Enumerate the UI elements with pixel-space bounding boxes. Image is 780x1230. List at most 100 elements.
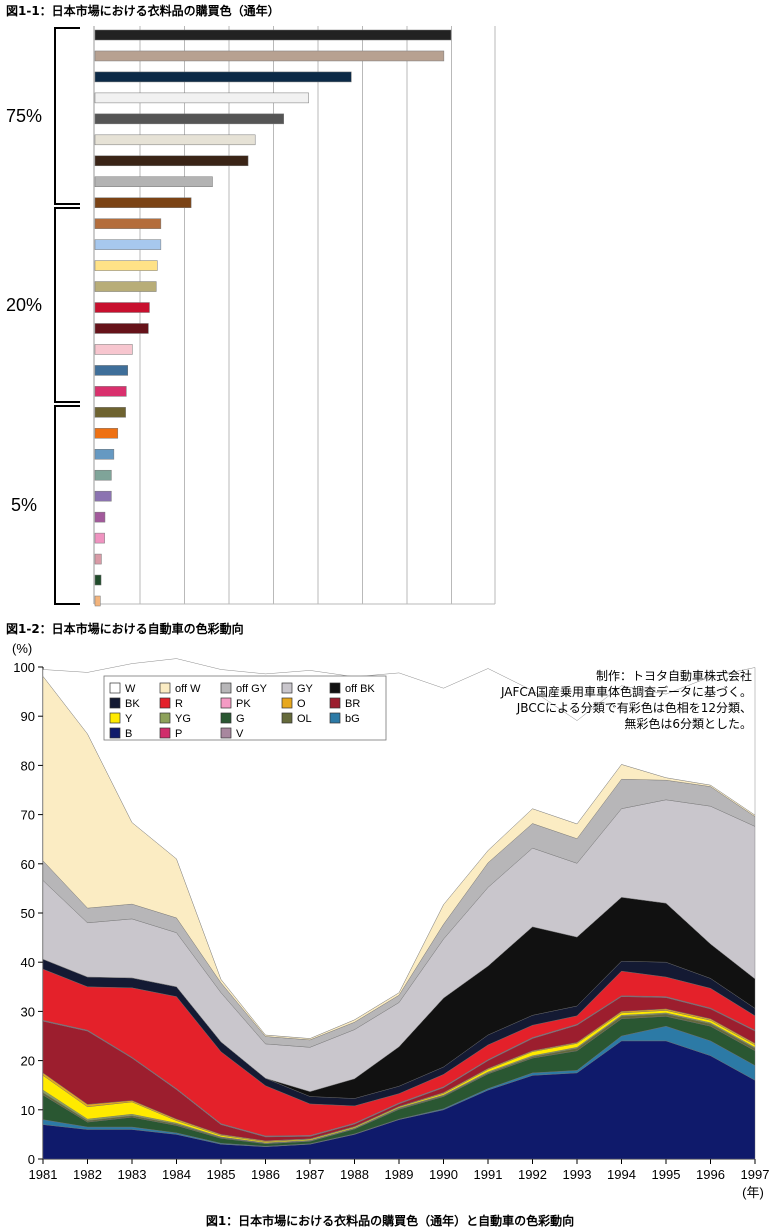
x-tick-label: 1983: [118, 1167, 147, 1182]
y-tick-label: 100: [13, 660, 35, 675]
legend-swatch: [109, 682, 121, 694]
bar: [94, 155, 249, 167]
bar: [94, 71, 352, 83]
group-label: 5%: [11, 495, 37, 515]
note-line: JAFCA国産乗用車車体色調査データに基づく。: [500, 685, 752, 699]
x-tick-label: 1986: [251, 1167, 280, 1182]
group-bracket: [54, 27, 80, 205]
bar: [94, 113, 284, 125]
y-tick-label: 40: [21, 955, 35, 970]
x-tick-label: 1990: [429, 1167, 458, 1182]
x-tick-label: 1994: [607, 1167, 636, 1182]
legend-label: OL: [297, 713, 312, 725]
y-axis-label: (%): [12, 641, 32, 656]
legend-label: B: [125, 728, 132, 740]
y-tick-label: 90: [21, 709, 35, 724]
bar: [94, 532, 105, 544]
bar: [94, 260, 158, 271]
legend-label: R: [175, 698, 183, 710]
legend-label: BR: [345, 698, 360, 710]
group-label: 20%: [6, 295, 42, 315]
bar: [94, 595, 101, 607]
legend-swatch: [109, 712, 121, 724]
x-tick-label: 1992: [518, 1167, 547, 1182]
legend-label: BK: [125, 698, 140, 710]
x-tick-label: 1981: [29, 1167, 58, 1182]
car-color-area-chart: (%) 0 10 20 30 40 50 60 70 80 90 100 1981 1982 1983 198…: [12, 641, 770, 1200]
legend-swatch: [159, 712, 171, 724]
legend-swatch: [281, 712, 293, 724]
legend-swatch: [159, 697, 171, 709]
bar: [94, 323, 149, 334]
x-tick-label: 1993: [563, 1167, 592, 1182]
x-axis-label: (年): [742, 1185, 764, 1200]
legend-label: P: [175, 728, 182, 740]
x-tick-label: 1996: [696, 1167, 725, 1182]
x-tick-label: 1988: [340, 1167, 369, 1182]
legend-swatch: [220, 697, 232, 709]
x-tick-label: 1982: [73, 1167, 102, 1182]
bar: [94, 469, 112, 481]
bar: [94, 553, 102, 565]
legend-swatch: [281, 697, 293, 709]
bar: [94, 50, 445, 62]
x-tick-label: 1997: [741, 1167, 770, 1182]
y-tick-label: 70: [21, 808, 35, 823]
y-tick-label: 60: [21, 857, 35, 872]
x-tick-label: 1987: [296, 1167, 325, 1182]
bar: [94, 176, 213, 187]
legend-swatch: [329, 682, 341, 694]
x-tick-label: 1991: [474, 1167, 503, 1182]
bar: [94, 365, 129, 376]
legend-label: PK: [236, 698, 251, 710]
bar: [94, 428, 119, 439]
legend-label: O: [297, 698, 306, 710]
legend-label: bG: [345, 713, 360, 725]
legend-label: YG: [175, 713, 191, 725]
x-tick-label: 1989: [385, 1167, 414, 1182]
figure-1-2-title: 図1-2：日本市場における自動車の色彩動向: [6, 622, 244, 636]
y-tick-label: 20: [21, 1054, 35, 1069]
bar: [94, 302, 150, 313]
bar: [94, 574, 102, 586]
y-tick-label: 50: [21, 906, 35, 921]
x-tick-label: 1985: [207, 1167, 236, 1182]
group-bracket: [54, 207, 80, 403]
legend-label: W: [125, 683, 136, 695]
legend-swatch: [109, 697, 121, 709]
note-line: 制作：トヨタ自動車株式会社: [595, 669, 752, 683]
group-bracket: [54, 405, 80, 605]
legend-swatch: [329, 712, 341, 724]
y-tick-label: 80: [21, 758, 35, 773]
legend-label: off BK: [345, 683, 375, 695]
legend-label: off W: [175, 683, 201, 695]
x-tick-label: 1995: [652, 1167, 681, 1182]
clothing-color-bar-chart: 75% 20% 5%: [6, 26, 496, 607]
group-label: 75%: [6, 106, 42, 126]
legend-swatch: [159, 682, 171, 694]
legend-label: off GY: [236, 683, 268, 695]
bar: [94, 511, 106, 523]
y-tick-label: 10: [21, 1103, 35, 1118]
bar: [94, 92, 309, 104]
bar: [94, 449, 115, 460]
legend-label: G: [236, 713, 245, 725]
bar: [94, 134, 256, 146]
bar: [94, 386, 127, 397]
figure-1-1-title: 図1-1：日本市場における衣料品の購買色（通年）: [6, 4, 280, 18]
bar: [94, 239, 162, 250]
chart-notes: 制作：トヨタ自動車株式会社 JAFCA国産乗用車車体色調査データに基づく。 JB…: [452, 668, 752, 732]
bar: [94, 197, 192, 208]
bar: [94, 29, 452, 41]
legend-swatch: [159, 727, 171, 739]
legend-label: Y: [125, 713, 133, 725]
area-series-w: [42, 658, 756, 1039]
legend-label: V: [236, 728, 244, 740]
y-tick-label: 30: [21, 1004, 35, 1019]
bar: [94, 281, 157, 292]
legend-swatch: [220, 712, 232, 724]
legend-label: GY: [297, 683, 314, 695]
figure-caption: 図1：日本市場における衣料品の購買色（通年）と自動車の色彩動向: [205, 1214, 575, 1228]
x-tick-label: 1984: [162, 1167, 191, 1182]
